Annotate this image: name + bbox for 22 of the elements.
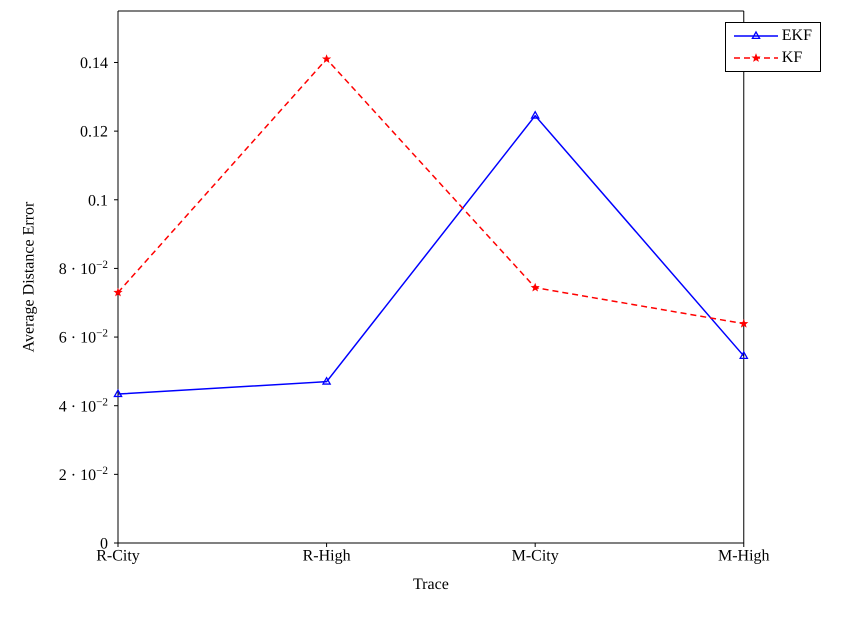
legend-label: EKF [782,26,812,46]
point [740,319,748,328]
point [530,111,540,119]
point [322,377,331,385]
y-tick-label: 2 · 10$^{−2}$ [58,464,108,484]
legend-label: KF [782,48,802,68]
point [740,351,748,359]
y-tick-label: 6 · 10$^{−2}$ [58,328,108,347]
x-tick-label: R-High [302,547,351,564]
point [531,283,540,292]
y-axis-title: Average Distance Error [20,200,38,352]
x-axis-title: Trace [412,576,449,593]
point [114,288,122,296]
y-tick-label: 8 · 10$^{−2}$ [58,259,108,278]
x-tick-label: M-City [512,547,559,564]
point [322,54,331,63]
y-tick-label: 0.14 [80,55,108,72]
x-tick-label: M-High [718,547,770,564]
y-tick-label: 4 · 10$^{−2}$ [58,396,108,416]
y-tick-label: 0.1 [88,192,108,210]
point [114,389,122,398]
y-tick-label: 0.12 [80,124,108,141]
